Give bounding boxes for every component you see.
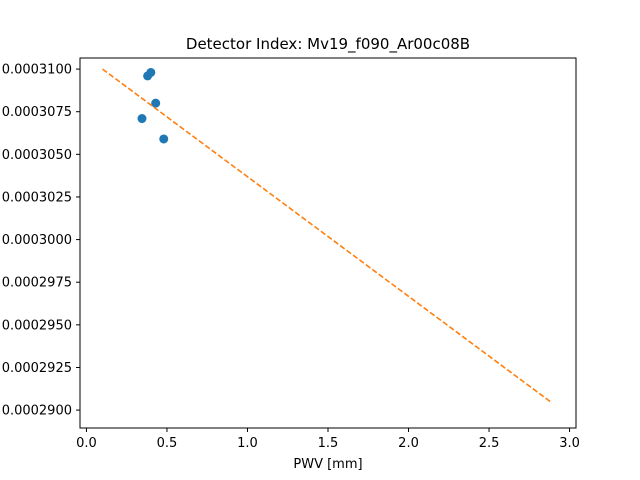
y-tick-label: 0.0002950	[2, 318, 72, 333]
y-tick-label: 0.0003100	[2, 63, 72, 78]
data-point	[151, 98, 161, 108]
x-tick-label: 1.5	[318, 436, 339, 451]
x-tick-label: 3.0	[559, 436, 580, 451]
x-tick-label: 1.0	[237, 436, 258, 451]
x-tick-label: 2.0	[398, 436, 419, 451]
y-tick-label: 0.0002900	[2, 404, 72, 419]
y-tick-label: 0.0003050	[2, 148, 72, 163]
data-point	[146, 67, 156, 77]
y-tick-label: 0.0002975	[2, 276, 72, 291]
data-point	[159, 134, 169, 144]
y-tick-label: 0.0003000	[2, 233, 72, 248]
x-tick-label: 2.5	[479, 436, 500, 451]
y-tick-label: 0.0002925	[2, 361, 72, 376]
x-tick-label: 0.5	[157, 436, 178, 451]
x-tick-label: 0.0	[76, 436, 97, 451]
plot-frame	[79, 57, 577, 429]
y-tick-label: 0.0003075	[2, 105, 72, 120]
fit-line	[102, 68, 551, 403]
chart-title: Detector Index: Mv19_f090_Ar00c08B	[186, 35, 470, 54]
data-point	[137, 114, 147, 124]
x-axis-label: PWV [mm]	[293, 457, 362, 472]
y-tick-label: 0.0003025	[2, 190, 72, 205]
